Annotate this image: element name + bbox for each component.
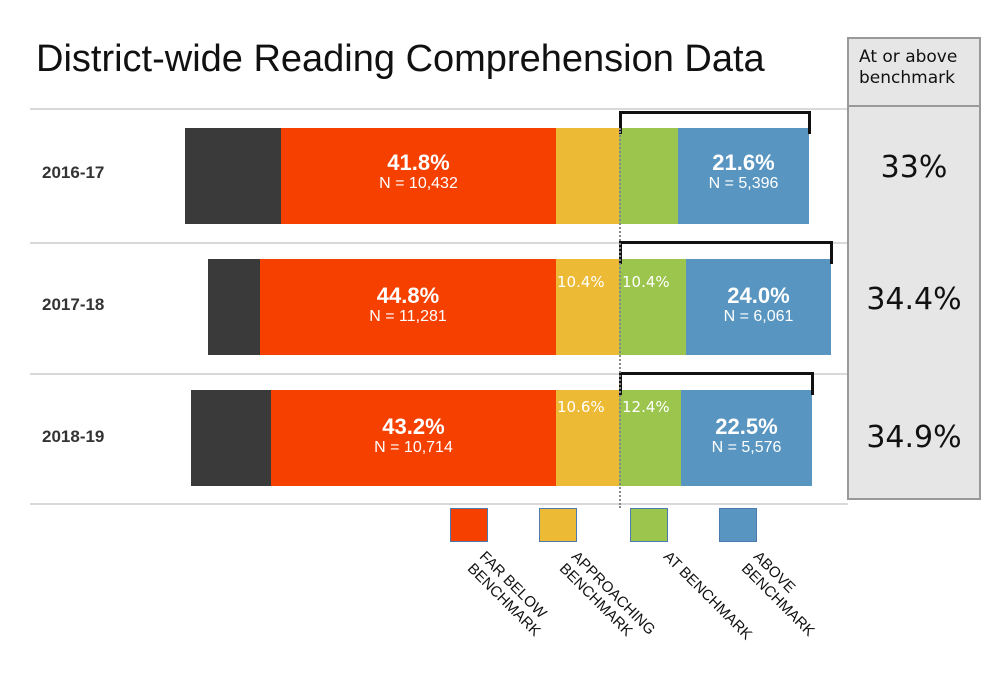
year-label-2018-19: 2018-19	[42, 427, 105, 446]
row-divider	[30, 373, 848, 375]
data-label-above: 22.5% N = 5,576	[711, 414, 782, 457]
data-label-far-below: 44.8% N = 11,281	[369, 283, 447, 326]
bar-segment-at	[619, 390, 681, 486]
row-divider	[30, 108, 848, 110]
data-label-above: 24.0% N = 6,061	[723, 283, 794, 326]
data-label-approaching: 10.6%	[557, 398, 605, 416]
data-label-far-below: 41.8% N = 10,432	[379, 150, 458, 193]
legend-swatch-approaching	[539, 508, 577, 542]
legend-label-approaching: APPROACHING BENCHMARK	[555, 548, 659, 641]
data-label-at: 12.4%	[622, 398, 670, 416]
bar-segment-far-below	[271, 390, 556, 486]
side-panel-header: At or above benchmark	[847, 37, 981, 107]
data-label-above: 21.6% N = 5,396	[708, 150, 779, 193]
at-or-above-bracket	[619, 111, 811, 134]
bar-segment-far-below	[281, 128, 556, 224]
data-label-approaching: 10.4%	[557, 273, 605, 291]
at-or-above-value-2017-18: 34.4%	[866, 282, 962, 317]
bar-segment-approaching	[556, 390, 619, 486]
row-divider	[30, 242, 848, 244]
bar-segment-approaching	[556, 259, 619, 355]
bar-segment-at	[619, 128, 678, 224]
legend-label-far-below: FAR BELOW BENCHMARK	[463, 548, 550, 641]
side-panel	[847, 107, 981, 500]
at-or-above-value-2018-19: 34.9%	[866, 420, 962, 455]
benchmark-divider-line	[619, 128, 621, 508]
bar-segment-far-below	[260, 259, 556, 355]
year-label-2017-18: 2017-18	[42, 295, 105, 314]
bar-segment-at	[619, 259, 686, 355]
legend-swatch-above	[719, 508, 757, 542]
data-label-at: 10.4%	[622, 273, 670, 291]
at-or-above-bracket	[619, 241, 833, 264]
chart-title: District-wide Reading Comprehension Data	[36, 38, 765, 80]
bar-segment-above	[686, 259, 831, 355]
at-or-above-bracket	[619, 372, 814, 395]
legend-label-above: ABOVE BENCHMARK	[737, 548, 818, 641]
legend-swatch-at	[630, 508, 668, 542]
bar-segment-above	[681, 390, 812, 486]
bar-segment-unlabeled	[208, 259, 260, 355]
legend-label-at: AT BENCHMARK	[659, 548, 756, 644]
bar-segment-unlabeled	[185, 128, 281, 224]
row-divider	[30, 503, 848, 505]
legend-swatch-far-below	[450, 508, 488, 542]
bar-segment-above	[678, 128, 809, 224]
at-or-above-value-2016-17: 33%	[880, 150, 948, 185]
bar-segment-unlabeled	[191, 390, 271, 486]
year-label-2016-17: 2016-17	[42, 163, 105, 182]
data-label-far-below: 43.2% N = 10,714	[374, 414, 453, 457]
bar-segment-approaching	[556, 128, 619, 224]
